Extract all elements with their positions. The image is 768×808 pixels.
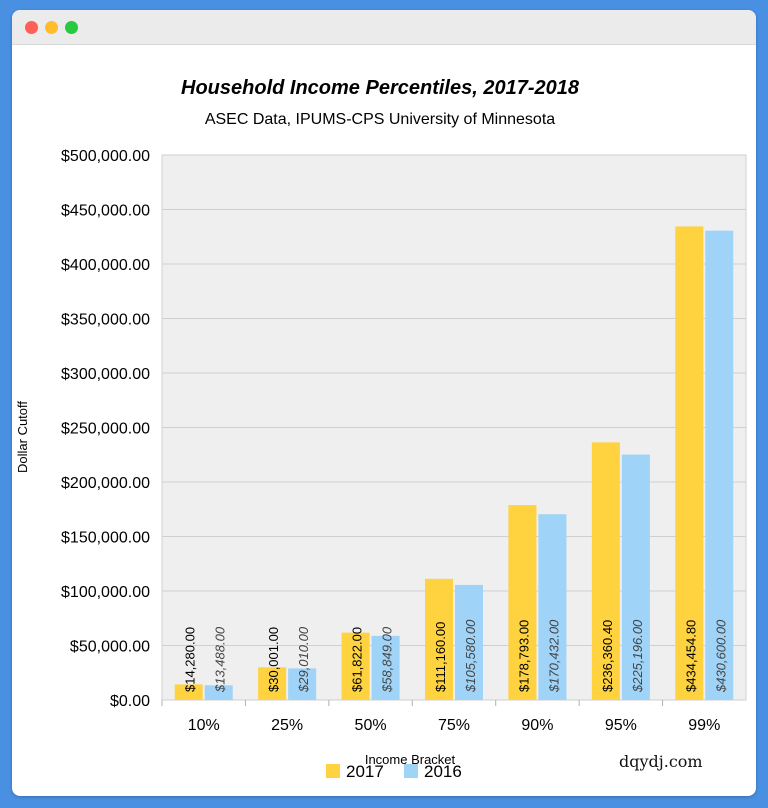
bar-2017-95pct (591, 442, 620, 700)
x-tick-label: 90% (521, 717, 553, 734)
y-tick-label: $200,000.00 (61, 475, 150, 492)
data-label: $29,010.00 (296, 626, 311, 693)
data-label: $61,822.00 (350, 627, 365, 692)
legend-swatch-2016 (404, 764, 418, 778)
y-tick-label: $350,000.00 (61, 312, 150, 329)
y-tick-label: $400,000.00 (61, 257, 150, 274)
data-label: $225,196.00 (630, 619, 645, 693)
bar-2017-50pct (341, 632, 370, 700)
y-tick-label: $450,000.00 (61, 203, 150, 220)
data-label: $178,793.00 (516, 620, 531, 692)
y-tick-label: $100,000.00 (61, 584, 150, 601)
x-tick-label: 10% (188, 717, 220, 734)
chart-title: Household Income Percentiles, 2017-2018 (181, 77, 580, 99)
window-titlebar (12, 10, 756, 45)
y-tick-label: $150,000.00 (61, 530, 150, 547)
data-label: $430,600.00 (713, 619, 728, 693)
y-tick-label: $300,000.00 (61, 366, 150, 383)
bar-2017-75pct (425, 578, 453, 700)
y-axis-label: Dollar Cutoff (15, 401, 30, 473)
maximize-window-button[interactable] (65, 21, 78, 34)
data-label: $236,360.40 (600, 620, 615, 692)
x-tick-label: 50% (355, 717, 387, 734)
y-tick-labels: $0.00 $50,000.00 $100,000.00 $150,000.00 $20… (61, 148, 150, 710)
legend-label: 2016 (424, 762, 462, 781)
bar-2016-99pct (705, 230, 734, 700)
bar-2017-25pct (258, 667, 287, 700)
bars: $14,280.00 $13,488.00 $30,001.00 $29,010.00… (174, 226, 734, 700)
x-tick-label: 99% (688, 717, 720, 734)
data-label: $111,160.00 (433, 622, 448, 692)
y-tick-label: $50,000.00 (70, 639, 150, 656)
watermark: dqydj.com (619, 752, 703, 771)
chart-subtitle: ASEC Data, IPUMS-CPS University of Minne… (205, 111, 555, 128)
legend: 2017 2016 (326, 762, 462, 781)
x-tick-label: 25% (271, 717, 303, 734)
data-label: $14,280.00 (183, 627, 198, 692)
y-tick-label: $250,000.00 (61, 421, 150, 438)
y-tick-label: $0.00 (110, 693, 150, 710)
data-label: $30,001.00 (266, 627, 281, 692)
bar-2016-90pct (538, 514, 567, 700)
data-label: $170,432.00 (546, 619, 561, 693)
x-tick-labels: 10% 25% 50% 75% 90% 95% 99% (161, 700, 720, 734)
close-window-button[interactable] (25, 21, 38, 34)
data-label: $105,580.00 (463, 619, 478, 693)
x-tick-label: 75% (438, 717, 470, 734)
legend-label: 2017 (346, 762, 384, 781)
data-label: $13,488.00 (213, 626, 228, 693)
bar-2016-75pct (455, 584, 483, 700)
income-percentile-chart: Household Income Percentiles, 2017-2018 … (15, 77, 747, 781)
x-axis-label: Income Bracket (365, 752, 456, 767)
minimize-window-button[interactable] (45, 21, 58, 34)
bar-2016-10pct (204, 685, 233, 700)
bar-2017-90pct (508, 505, 537, 700)
x-tick-label: 95% (605, 717, 637, 734)
bar-2016-50pct (371, 635, 400, 700)
data-label: $58,849.00 (380, 626, 395, 693)
bar-2017-10pct (174, 684, 203, 700)
bar-2017-99pct (675, 226, 704, 700)
legend-swatch-2017 (326, 764, 340, 778)
bar-2016-95pct (621, 454, 650, 700)
browser-window: Household Income Percentiles, 2017-2018 … (12, 10, 756, 796)
y-tick-label: $500,000.00 (61, 148, 150, 165)
bar-2016-25pct (288, 668, 317, 700)
data-label: $434,454.80 (683, 620, 698, 692)
